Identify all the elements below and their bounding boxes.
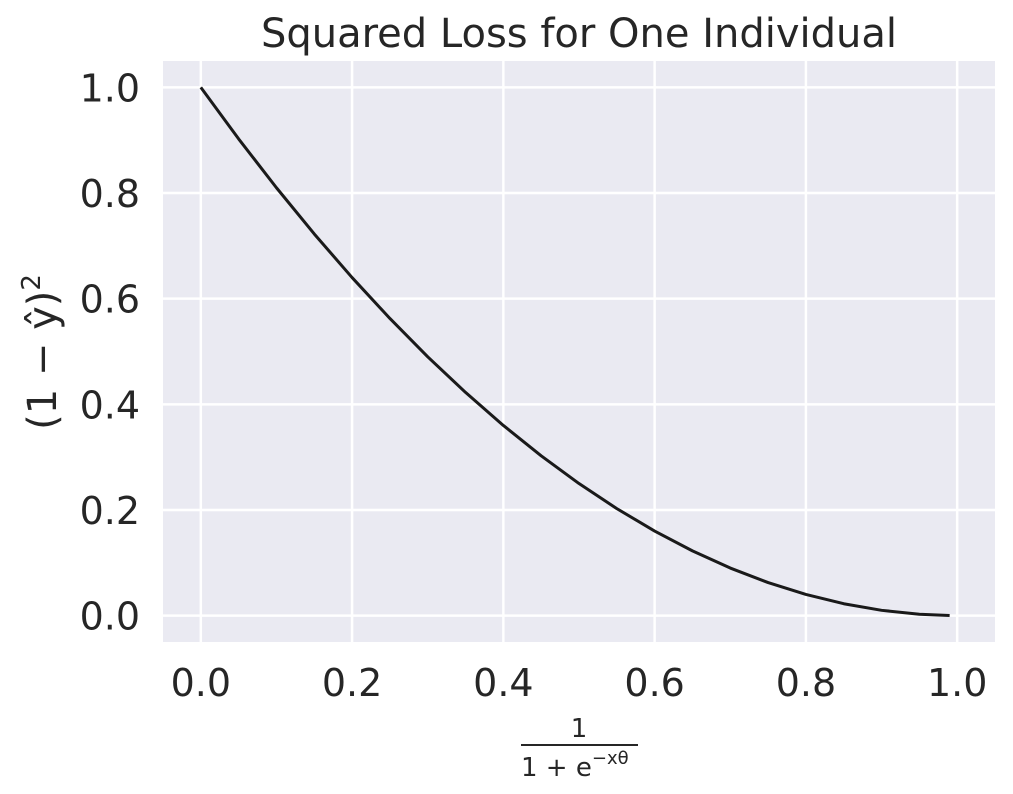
plot-area bbox=[163, 61, 995, 642]
svg-text:1 + e−xθ: 1 + e−xθ bbox=[521, 748, 629, 783]
x-axis-label-exponent: −xθ bbox=[592, 748, 629, 769]
y-tick-label: 0.4 bbox=[80, 383, 140, 427]
y-axis-label-main: (1 − ŷ) bbox=[20, 291, 66, 430]
series-line bbox=[199, 86, 950, 618]
y-tick-label: 0.2 bbox=[80, 489, 140, 533]
series-layer bbox=[199, 86, 950, 618]
x-axis-label-numerator: 1 bbox=[571, 714, 588, 744]
y-tick-label: 0.6 bbox=[80, 278, 140, 322]
tick-labels: 0.0 0.2 0.4 0.6 0.8 1.0 0.0 0.2 0.4 0.6 0.8 1.0 bbox=[80, 66, 988, 705]
x-tick-label: 0.0 bbox=[171, 661, 231, 705]
x-tick-label: 0.2 bbox=[322, 661, 382, 705]
x-axis-label-denominator: 1 + e bbox=[521, 753, 592, 783]
y-tick-label: 0.8 bbox=[80, 172, 140, 216]
x-axis-label: 1 1 + e−xθ bbox=[521, 714, 638, 783]
y-axis-label: (1 − ŷ)2 bbox=[17, 274, 66, 430]
y-tick-label: 0.0 bbox=[80, 595, 140, 639]
x-tick-label: 0.6 bbox=[624, 661, 684, 705]
y-tick-label: 1.0 bbox=[80, 66, 140, 110]
grid bbox=[163, 61, 995, 642]
x-tick-label: 0.4 bbox=[473, 661, 533, 705]
x-tick-label: 0.8 bbox=[776, 661, 836, 705]
chart-title: Squared Loss for One Individual bbox=[261, 11, 897, 57]
svg-text:(1 − ŷ)2: (1 − ŷ)2 bbox=[17, 274, 66, 430]
x-tick-label: 1.0 bbox=[927, 661, 987, 705]
y-axis-label-exponent: 2 bbox=[17, 274, 47, 291]
